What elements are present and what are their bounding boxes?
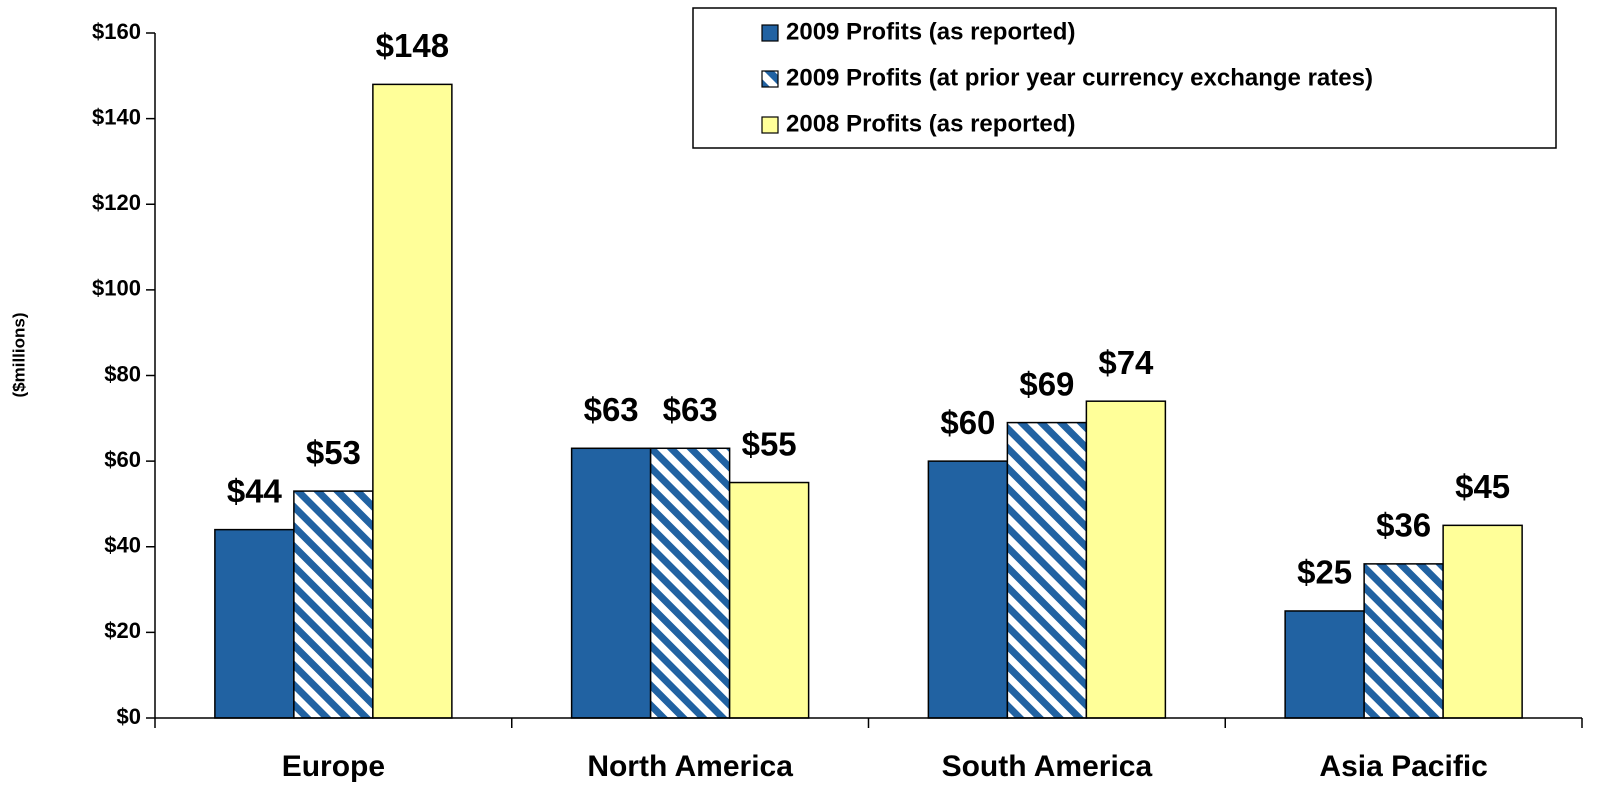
legend: [692, 7, 1557, 149]
bar: [649, 447, 731, 719]
y-tick-label: $40: [104, 533, 141, 558]
legend-label: 2009 Profits (at prior year currency exc…: [786, 64, 1373, 91]
value-label: $69: [1019, 365, 1074, 402]
value-label: $36: [1376, 507, 1431, 544]
value-label: $25: [1297, 554, 1352, 591]
y-tick-label: $160: [92, 19, 141, 44]
y-tick-label: $80: [104, 361, 141, 386]
value-label: $45: [1455, 468, 1510, 505]
legend-label: 2008 Profits (as reported): [786, 110, 1075, 137]
value-label: $60: [940, 404, 995, 441]
bar: [1085, 400, 1167, 719]
bar: [927, 460, 1009, 719]
y-tick-label: $0: [117, 704, 141, 729]
x-tick-label: Asia Pacific: [1319, 750, 1487, 783]
bar: [1006, 421, 1088, 719]
bar: [1284, 610, 1365, 719]
value-label: $53: [306, 434, 361, 471]
legend-marker: [761, 24, 779, 42]
value-label: $44: [227, 472, 283, 509]
bar: [728, 481, 810, 719]
bar: [214, 528, 295, 719]
y-tick-label: $60: [104, 447, 141, 472]
x-tick-label: South America: [942, 750, 1153, 783]
value-label: $55: [742, 425, 797, 462]
y-tick-label: $20: [104, 618, 141, 643]
legend-marker: [761, 70, 779, 88]
legend-label: 2009 Profits (as reported): [786, 18, 1075, 45]
y-tick-label: $100: [92, 276, 141, 301]
x-tick-label: North America: [587, 750, 793, 783]
legend-marker: [761, 116, 779, 134]
value-label: $74: [1098, 344, 1154, 381]
bar: [1363, 563, 1444, 719]
bar: [570, 447, 652, 719]
y-tick-label: $120: [92, 190, 141, 215]
bar: [1442, 524, 1523, 719]
bar: [372, 83, 453, 719]
x-tick-label: Europe: [282, 750, 385, 783]
value-label: $148: [376, 27, 449, 64]
value-label: $63: [584, 391, 639, 428]
y-tick-label: $140: [92, 104, 141, 129]
bar: [293, 490, 374, 719]
y-axis-label: ($millions): [9, 312, 28, 397]
value-label: $63: [663, 391, 718, 428]
